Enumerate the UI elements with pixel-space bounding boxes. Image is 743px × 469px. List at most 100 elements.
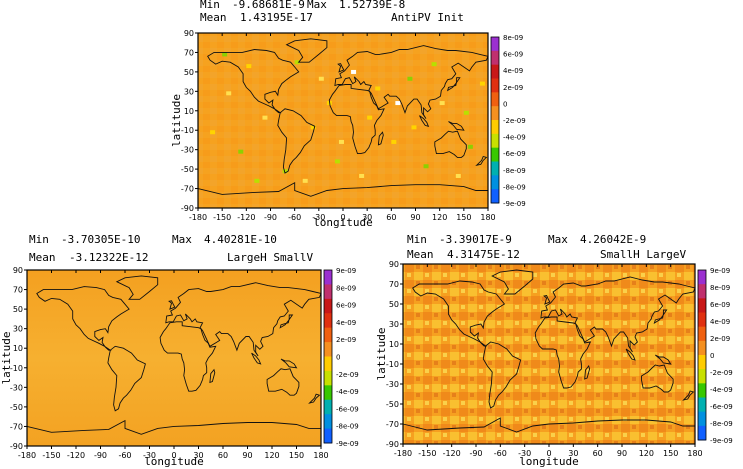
colorbar-tick-label: -4e-09 <box>710 386 733 394</box>
colorbar-frame <box>697 269 707 441</box>
mean-value: 4.31475E-12 <box>447 248 520 261</box>
coastline <box>543 294 551 305</box>
colorbar-swatch <box>491 161 499 176</box>
x-tick-label: 180 <box>480 213 495 222</box>
x-tick-label: 0 <box>546 449 551 458</box>
colorbar-tick-label: -9e-09 <box>336 440 359 448</box>
x-tick-label: 180 <box>313 451 328 460</box>
coastline <box>482 341 522 409</box>
colorbar-swatch <box>698 270 706 285</box>
colorbar-frame <box>323 269 333 444</box>
coastline <box>446 77 461 92</box>
colorbar-tick-label: 2e-09 <box>503 84 523 92</box>
colorbar-tick-label: 0 <box>336 354 340 362</box>
x-tick-label: -180 <box>18 451 36 460</box>
y-axis-label: latitude <box>170 94 183 147</box>
x-tick-label: -60 <box>288 213 301 222</box>
y-tick-label: -70 <box>10 422 23 431</box>
colorbar-tick-label: 0 <box>503 100 507 108</box>
colorbar-tick-label: -4e-09 <box>336 388 359 396</box>
colorbar-tick-label: -9e-09 <box>710 437 733 445</box>
y-tick-label: -50 <box>181 165 194 174</box>
x-tick-label: 150 <box>289 451 304 460</box>
coastline <box>165 282 322 357</box>
colorbar-tick-label: -6e-09 <box>710 403 733 411</box>
speckle <box>375 86 381 91</box>
colorbar-swatch <box>324 298 332 314</box>
y-tick-label: 10 <box>184 107 194 116</box>
x-tick-label: 150 <box>663 449 678 458</box>
coastline <box>448 121 465 131</box>
y-tick-label: -10 <box>386 360 399 369</box>
colorbar-tick-label: -2e-09 <box>710 369 733 377</box>
coastline <box>475 155 488 166</box>
x-tick-label: -30 <box>518 449 531 458</box>
x-tick-label: 60 <box>386 213 396 222</box>
min-label: Min <box>407 233 427 246</box>
speckle <box>222 52 228 57</box>
y-tick-label: -70 <box>386 420 399 429</box>
x-tick-label: 90 <box>617 449 627 458</box>
coastline <box>584 365 591 380</box>
coastline <box>36 286 130 351</box>
speckle <box>294 60 300 65</box>
colorbar-swatch <box>491 50 499 66</box>
colorbar-swatch <box>324 342 332 357</box>
y-tick-label: 70 <box>13 286 23 295</box>
colorbar-tick-label: -2e-09 <box>503 117 526 125</box>
y-tick-label: 10 <box>13 344 23 353</box>
colorbar-swatch <box>324 313 332 329</box>
y-tick-label: -30 <box>10 383 23 392</box>
colorbar-swatch <box>491 37 499 52</box>
x-tick-label: 150 <box>456 213 471 222</box>
coastline <box>308 393 321 404</box>
colorbar-swatch <box>698 326 706 342</box>
map-panel-2: Min -3.70305E-10 Max 4.40281E-10 Mean -3.1232… <box>0 233 359 468</box>
y-tick-label: -10 <box>181 126 194 135</box>
x-tick-label: -60 <box>494 449 507 458</box>
panel-title: SmallH LargeV <box>600 248 686 261</box>
max-label: Max <box>172 233 192 246</box>
colorbar-swatch <box>698 425 706 441</box>
mean-label: Mean <box>29 251 56 264</box>
colorbar-tick-label: 2e-09 <box>336 336 356 344</box>
mean-value: 1.43195E-17 <box>240 11 313 24</box>
coastline <box>540 276 696 353</box>
y-tick-label: 50 <box>184 68 194 77</box>
coastline <box>266 368 300 396</box>
x-axis: -180 -150 -120 -90 -60 -30 0 30 60 90 120 150 180 lon… <box>189 33 496 229</box>
speckle <box>367 115 373 120</box>
speckle <box>391 139 397 144</box>
colorbar-swatch <box>324 270 332 285</box>
x-tick-label: 180 <box>687 449 702 458</box>
speckle <box>334 159 340 164</box>
colorbar-swatch <box>698 355 706 370</box>
x-tick-label: 90 <box>410 213 420 222</box>
y-tick-label: 50 <box>389 300 399 309</box>
speckle <box>338 139 344 144</box>
colorbar-swatch <box>491 147 499 162</box>
speckle <box>282 169 288 174</box>
y-tick-label: 70 <box>184 48 194 57</box>
colorbar-tick-label: 0 <box>710 352 714 360</box>
panel-header: Min -9.68681E-9 Max 1.52739E-8 Mean 1.43195E-… <box>200 0 464 24</box>
colorbar-tick-label: 8e-09 <box>503 34 523 42</box>
colorbar: 9e-09 8e-09 6e-09 4e-09 2e-09 0 -2e-09 -4e-09 -6… <box>323 267 359 448</box>
min-value: -3.39017E-9 <box>439 233 512 246</box>
colorbar-swatch <box>698 340 706 356</box>
coastline <box>653 309 668 324</box>
y-tick-label: 10 <box>389 340 399 349</box>
colorbar-swatch <box>491 120 499 135</box>
panel-header: Min -3.39017E-9 Max 4.26042E-9 Mean 4.31475E-… <box>407 233 686 261</box>
colorbar-swatch <box>698 411 706 427</box>
colorbar-tick-label: 4e-09 <box>503 67 523 75</box>
map-panel-3: Min -3.39017E-9 Max 4.26042E-9 Mean 4.31475E-… <box>375 233 733 468</box>
x-tick-label: -90 <box>94 451 107 460</box>
x-tick-label: 120 <box>264 451 279 460</box>
x-tick-label: -90 <box>469 449 482 458</box>
x-tick-label: 30 <box>568 449 578 458</box>
y-axis-label: latitude <box>0 332 13 385</box>
y-tick-label: 30 <box>184 87 194 96</box>
x-tick-label: -180 <box>394 449 412 458</box>
